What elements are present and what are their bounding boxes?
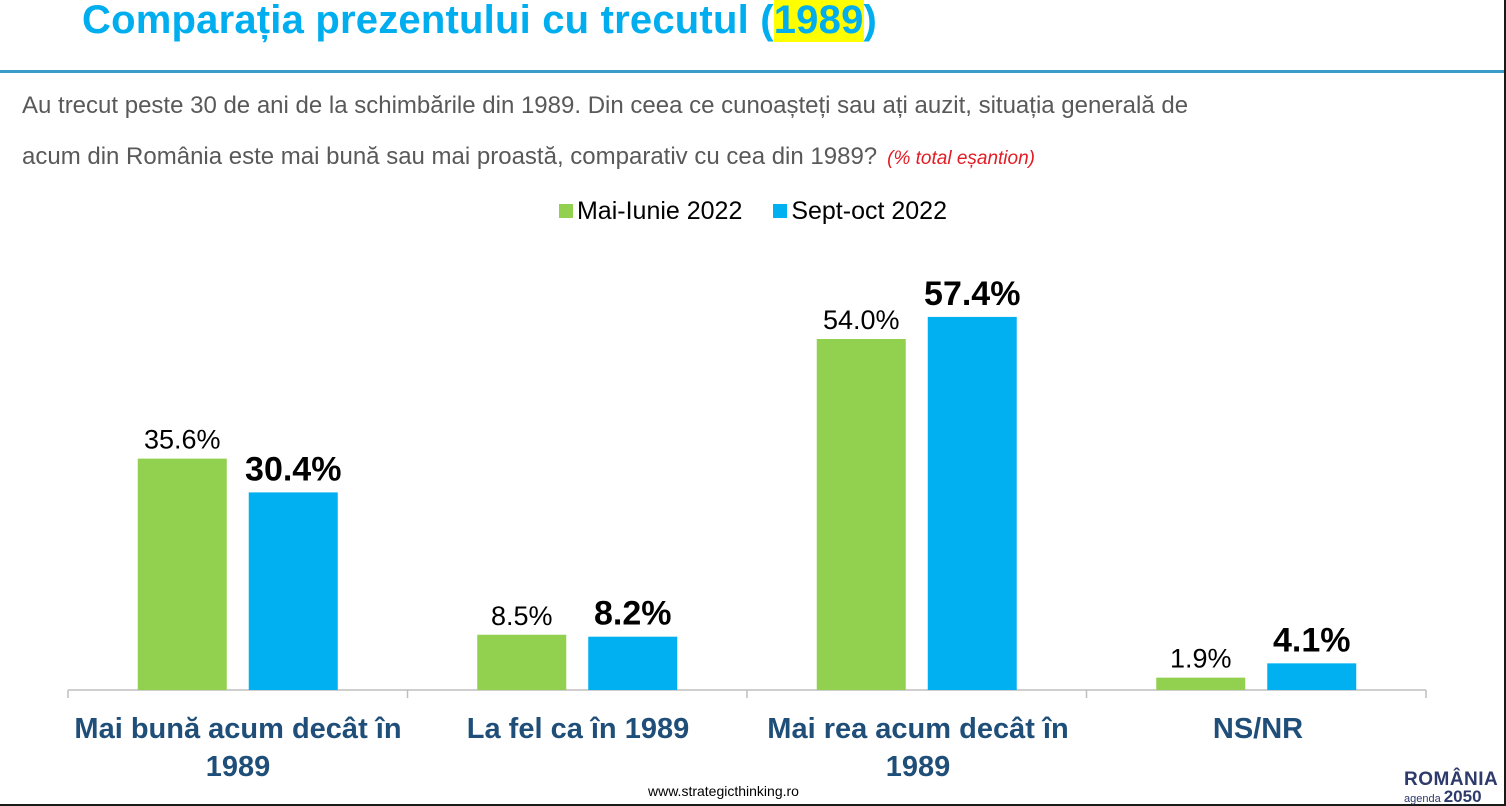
category-label-1: Mai bună acum decât în 1989 xyxy=(74,713,402,783)
data-label-series-1-category-1: 35.6% xyxy=(144,425,221,455)
bar-series-2-category-1 xyxy=(248,492,338,690)
data-label-series-1-category-3: 54.0% xyxy=(823,305,900,335)
data-label-series-2-category-1: 30.4% xyxy=(245,450,341,488)
title-divider xyxy=(0,70,1504,73)
logo-text-romania: ROMÂNIA xyxy=(1404,769,1499,790)
category-label-4: NS/NR xyxy=(1212,713,1304,745)
data-label-series-2-category-4: 4.1% xyxy=(1273,621,1351,659)
bar-series-1-category-1 xyxy=(137,458,227,690)
category-label-3: Mai rea acum decât în 1989 xyxy=(767,713,1069,783)
question-line-2: acum din România este mai bună sau mai p… xyxy=(22,143,878,170)
bar-series-2-category-4 xyxy=(1267,663,1357,690)
title-highlight-year: 1989 xyxy=(773,0,864,42)
logo-text-agenda: agenda 2050 xyxy=(1404,787,1482,806)
logo-text-2050: 2050 xyxy=(1443,787,1482,806)
legend-swatch-series-2 xyxy=(773,204,788,218)
legend-swatch-series-1 xyxy=(558,204,573,218)
legend-label-series-1: Mai-Iunie 2022 xyxy=(576,196,743,225)
data-label-series-1-category-4: 1.9% xyxy=(1170,644,1232,674)
title-suffix: ) xyxy=(863,0,878,42)
bar-series-1-category-4 xyxy=(1156,677,1246,690)
survey-question: Au trecut peste 30 de ani de la schimbăr… xyxy=(22,80,1482,184)
title-prefix: Comparația prezentului cu trecutul ( xyxy=(82,0,774,42)
bar-series-1-category-3 xyxy=(816,339,906,690)
data-label-series-2-category-3: 57.4% xyxy=(924,275,1020,313)
footer-website: www.strategicthinking.ro xyxy=(648,783,799,799)
question-line-1: Au trecut peste 30 de ani de la schimbăr… xyxy=(22,92,1189,119)
data-label-series-1-category-2: 8.5% xyxy=(491,601,553,631)
category-label-2: La fel ca în 1989 xyxy=(466,713,690,745)
legend-item-series-1: Mai-Iunie 2022 xyxy=(558,196,743,226)
question-note: (% total eșantion) xyxy=(887,148,1035,169)
data-label-series-2-category-2: 8.2% xyxy=(594,595,672,633)
chart-legend: Mai-Iunie 2022 Sept-oct 2022 xyxy=(0,196,1506,226)
bar-series-2-category-2 xyxy=(588,636,678,690)
legend-item-series-2: Sept-oct 2022 xyxy=(773,197,947,226)
bar-series-2-category-3 xyxy=(927,316,1017,690)
slide-title: Comparația prezentului cu trecutul (1989… xyxy=(82,0,877,43)
bar-series-1-category-2 xyxy=(477,634,567,690)
romania-2050-logo: ROMÂNIA agenda 2050 xyxy=(1404,770,1500,806)
legend-label-series-2: Sept-oct 2022 xyxy=(791,196,947,225)
